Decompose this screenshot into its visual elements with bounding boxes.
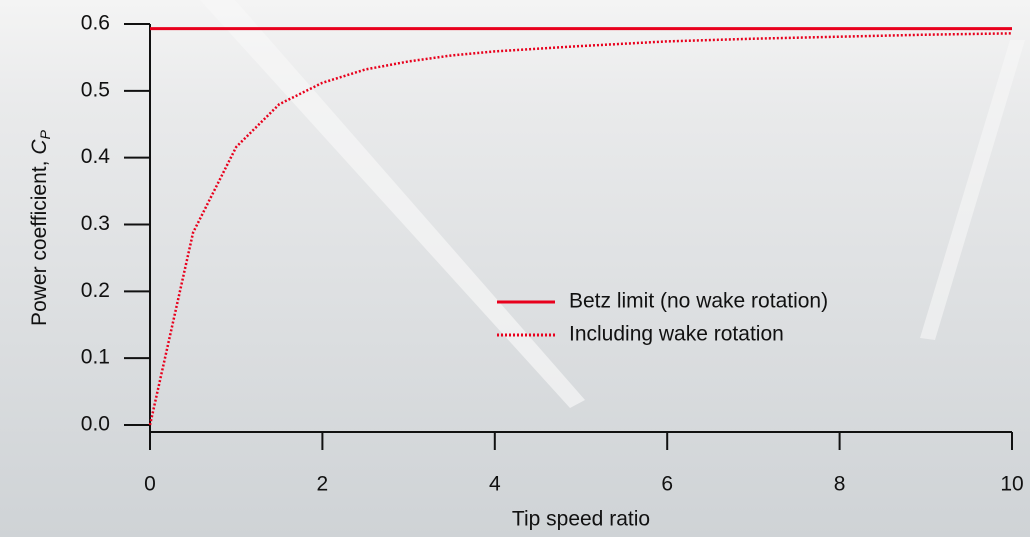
- legend-label: Including wake rotation: [569, 323, 784, 346]
- x-tick-label: 2: [317, 473, 329, 496]
- x-axis-label: Tip speed ratio: [512, 508, 650, 531]
- y-tick-label: 0.2: [81, 279, 110, 302]
- y-axis-label-subscript: P: [37, 129, 53, 139]
- x-tick-label: 4: [489, 473, 501, 496]
- x-tick-label: 8: [834, 473, 846, 496]
- chart: Power coefficient, CP Tip speed ratio 0.0…: [0, 0, 1030, 537]
- x-tick-label: 0: [144, 473, 156, 496]
- y-tick-label: 0.1: [81, 346, 110, 369]
- x-tick-label: 10: [1000, 473, 1023, 496]
- background: [0, 0, 1030, 537]
- y-tick-label: 0.6: [81, 12, 110, 35]
- y-axis-label-symbol: C: [28, 139, 51, 155]
- legend-label: Betz limit (no wake rotation): [569, 290, 828, 313]
- page: Power coefficient, CP Tip speed ratio 0.0…: [0, 0, 1030, 537]
- y-tick-label: 0.3: [81, 212, 110, 235]
- y-axis-label-text: Power coefficient,: [28, 161, 51, 326]
- y-tick-label: 0.5: [81, 78, 110, 101]
- x-tick-label: 6: [661, 473, 673, 496]
- y-tick-label: 0.0: [81, 413, 110, 436]
- y-tick-label: 0.4: [81, 145, 111, 168]
